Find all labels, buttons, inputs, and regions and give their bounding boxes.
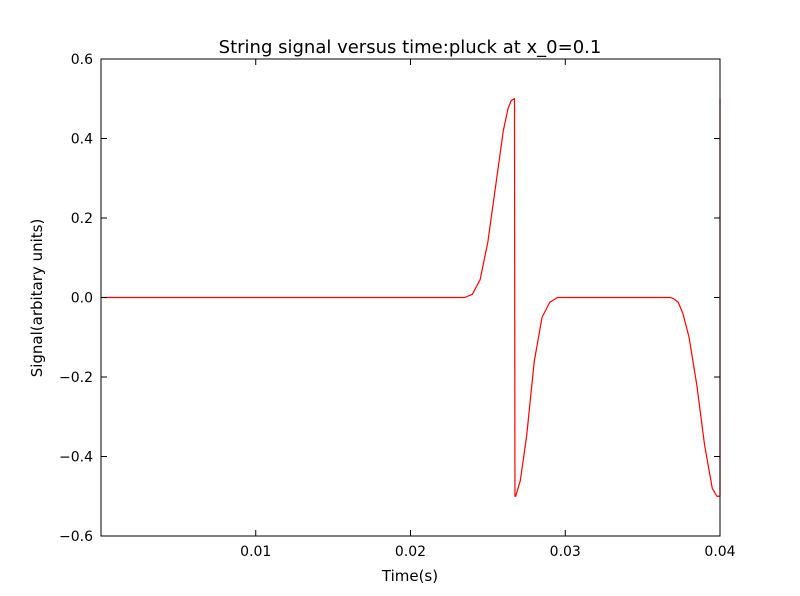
x-tick-label: 0.04 [704,544,735,560]
x-axis-label: Time(s) [381,567,438,585]
y-tick-label: 0.0 [71,291,93,307]
ticks-layer: 0.01 0.02 0.03 0.04 −0.6 −0.4 −0.2 0.0 0.2 0.4 0.6 [59,52,736,560]
y-tick-label: 0.4 [71,132,93,148]
x-tick-label: 0.02 [395,544,426,560]
y-tick-label: −0.6 [59,529,93,545]
x-tick-label: 0.01 [240,544,271,560]
y-axis-label: Signal(arbitary units) [28,219,46,378]
y-tick-label: 0.6 [71,52,93,68]
series-line-0 [101,98,721,497]
y-tick-label: −0.2 [59,370,93,386]
y-tick-label: −0.4 [59,450,93,466]
series-layer [101,98,721,497]
x-tick-label: 0.03 [550,544,581,560]
chart-title: String signal versus time:pluck at x_0=0… [219,37,602,58]
y-tick-label: 0.2 [71,211,93,227]
